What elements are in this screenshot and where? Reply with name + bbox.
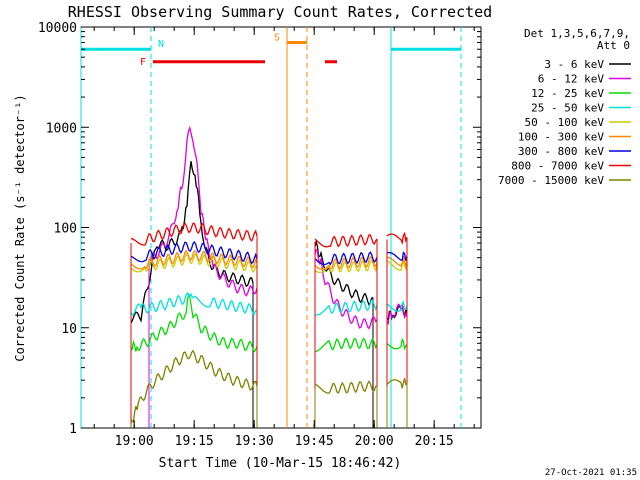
x-tick-label: 19:00 bbox=[115, 434, 154, 449]
legend-label: 800 - 7000 keV bbox=[511, 160, 604, 173]
series-line bbox=[386, 300, 408, 312]
legend-label: 100 - 300 keV bbox=[518, 131, 604, 144]
flag-bars: N F S bbox=[80, 27, 462, 428]
series-line bbox=[314, 239, 374, 307]
series-line bbox=[148, 125, 258, 297]
series-line bbox=[130, 222, 258, 246]
legend-label: 25 - 50 keV bbox=[531, 102, 604, 115]
series-line bbox=[130, 292, 258, 316]
legend-header: Att 0 bbox=[597, 39, 630, 52]
y-tick-label: 1 bbox=[69, 422, 77, 437]
series-line bbox=[314, 233, 378, 248]
legend-label: 3 - 6 keV bbox=[544, 58, 604, 71]
series-line bbox=[386, 303, 408, 326]
y-tick-label: 100 bbox=[54, 222, 77, 237]
series-line bbox=[386, 251, 408, 261]
y-axis: 1 10 100 1000 10000 bbox=[38, 21, 481, 437]
legend-label: 50 - 100 keV bbox=[525, 116, 605, 129]
series-line bbox=[314, 251, 378, 266]
series-line bbox=[314, 256, 378, 270]
series-line bbox=[386, 231, 408, 246]
legend-header: Det 1,3,5,6,7,9, bbox=[524, 27, 630, 40]
footer-timestamp: 27-Oct-2021 01:35 bbox=[545, 468, 637, 478]
y-tick-label: 1000 bbox=[46, 121, 77, 136]
legend: Det 1,3,5,6,7,9,Att 0 3 - 6 keV 6 - 12 keV… bbox=[498, 27, 631, 187]
legend-label: 6 - 12 keV bbox=[538, 73, 605, 86]
y-tick-label: 10000 bbox=[38, 21, 77, 36]
series-line bbox=[314, 248, 378, 330]
x-axis-label: Start Time (10-Mar-15 18:46:42) bbox=[159, 456, 402, 471]
y-axis-label: Corrected Count Rate (s⁻¹ detector⁻¹) bbox=[13, 94, 27, 361]
series-line bbox=[314, 259, 378, 274]
series-line bbox=[386, 378, 408, 389]
x-axis: 19:00 19:15 19:30 19:45 20:00 20:15 bbox=[93, 27, 475, 449]
series-line bbox=[314, 380, 378, 395]
flag-label: S bbox=[274, 33, 280, 44]
plot-frame bbox=[80, 26, 482, 429]
legend-label: 7000 - 15000 keV bbox=[498, 174, 604, 187]
series-line bbox=[386, 337, 408, 351]
chart-title: RHESSI Observing Summary Count Rates, Co… bbox=[68, 3, 492, 21]
series-line bbox=[130, 240, 258, 265]
series-line bbox=[314, 337, 378, 353]
series-line bbox=[130, 161, 254, 324]
series-line bbox=[130, 349, 258, 424]
flag-label: N bbox=[158, 39, 164, 50]
series-line bbox=[386, 259, 408, 272]
plot-series bbox=[130, 125, 408, 428]
x-tick-label: 20:00 bbox=[355, 434, 394, 449]
x-tick-label: 19:45 bbox=[295, 434, 334, 449]
x-tick-label: 19:30 bbox=[235, 434, 274, 449]
y-tick-label: 10 bbox=[61, 322, 77, 337]
series-line bbox=[130, 252, 258, 274]
x-tick-label: 19:15 bbox=[175, 434, 214, 449]
flag-label: F bbox=[140, 57, 146, 68]
x-tick-label: 20:15 bbox=[415, 434, 454, 449]
legend-label: 12 - 25 keV bbox=[531, 87, 604, 100]
series-line bbox=[130, 249, 258, 270]
series-line bbox=[314, 299, 378, 316]
series-line bbox=[130, 292, 258, 353]
legend-label: 300 - 800 keV bbox=[518, 145, 604, 158]
series-line bbox=[386, 256, 408, 267]
